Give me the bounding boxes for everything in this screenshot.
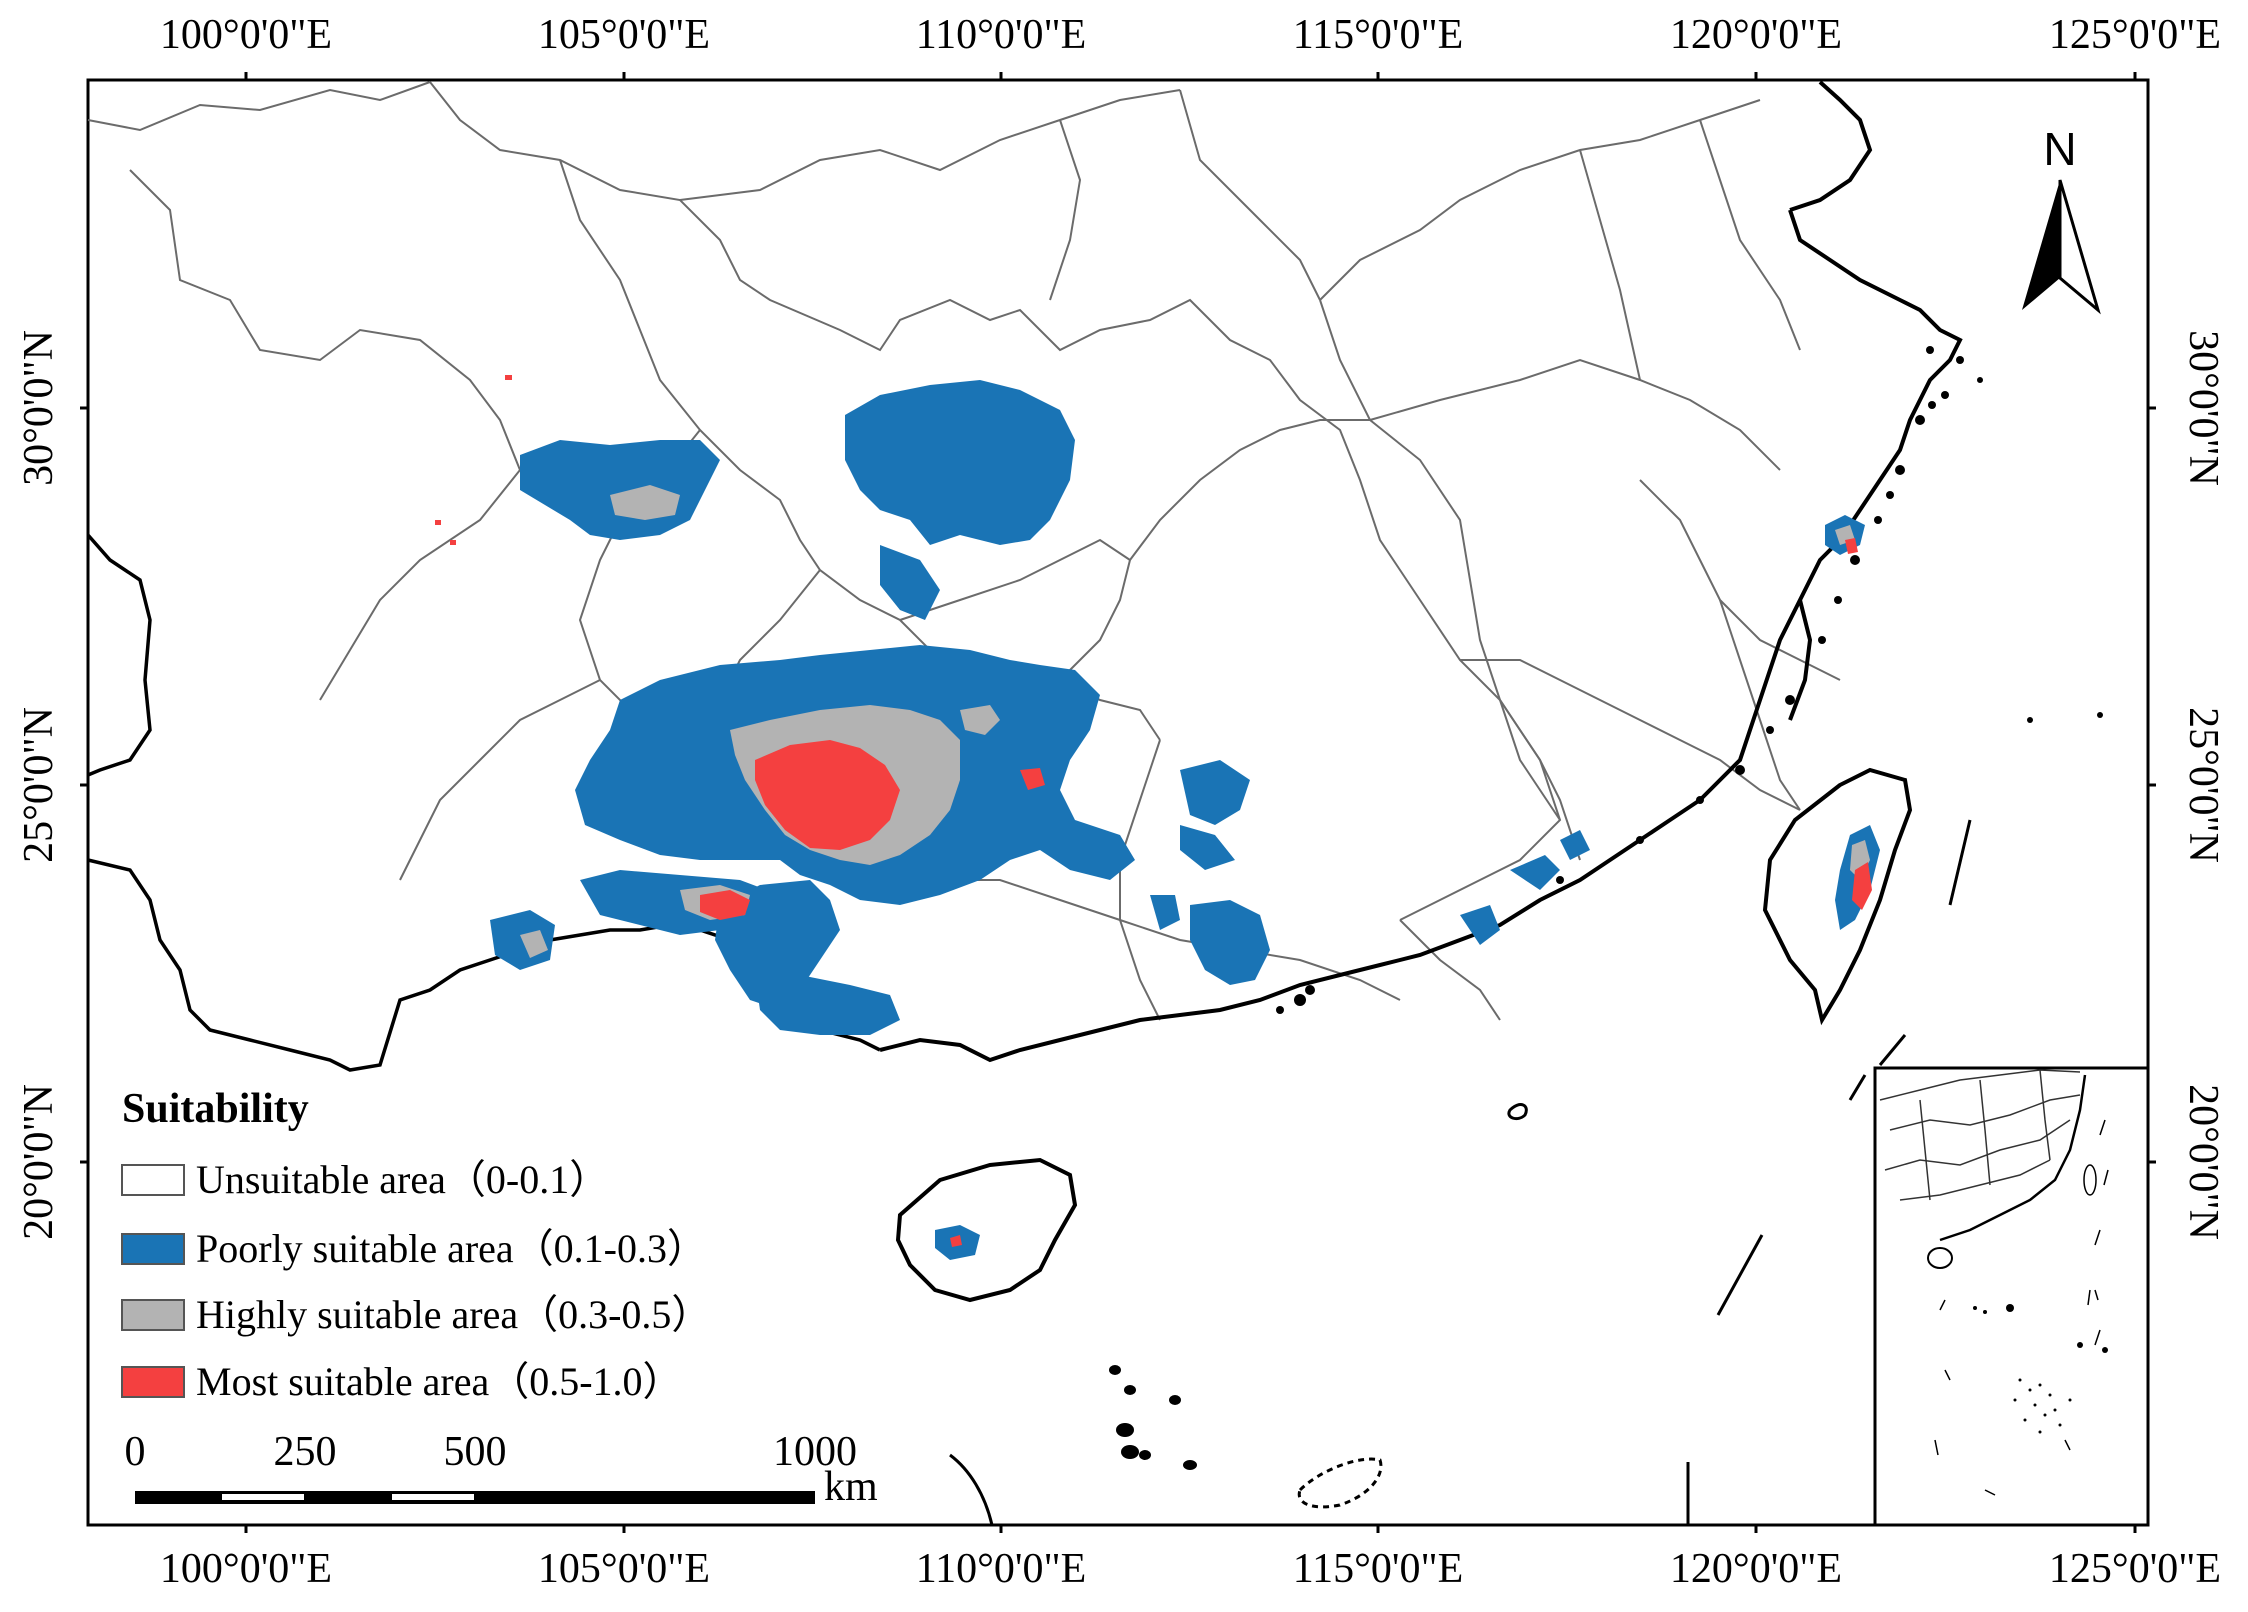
- top-tick-label: 125°0'0"E: [2049, 12, 2221, 58]
- right-axis-labels: 30°0'0"N 25°0'0"N 20°0'0"N: [2180, 330, 2226, 1240]
- scale-label-250: 250: [274, 1429, 337, 1475]
- north-arrow: N: [2022, 123, 2101, 315]
- south-sea-islands: [1109, 1365, 1197, 1470]
- top-tick-label: 100°0'0"E: [160, 12, 332, 58]
- map-frame: [86, 78, 2150, 1527]
- left-tick-label: 30°0'0"N: [16, 330, 62, 486]
- legend-label-unsuitable: Unsuitable area（0-0.1）: [196, 1157, 609, 1202]
- bottom-tick-label: 115°0'0"E: [1293, 1546, 1464, 1592]
- north-arrow-label: N: [2043, 123, 2076, 175]
- graticule-ticks: [80, 72, 2156, 1533]
- coastal-islands: [1276, 346, 2103, 1014]
- legend-swatch-highly: [121, 1299, 185, 1331]
- bottom-axis-labels: 100°0'0"E 105°0'0"E 110°0'0"E 115°0'0"E …: [160, 1546, 2221, 1592]
- top-axis-labels: 100°0'0"E 105°0'0"E 110°0'0"E 115°0'0"E …: [160, 12, 2221, 58]
- scale-label-0: 0: [125, 1429, 146, 1475]
- top-tick-label: 120°0'0"E: [1670, 12, 1842, 58]
- left-axis-labels: 30°0'0"N 25°0'0"N 20°0'0"N: [16, 330, 62, 1240]
- legend-title: Suitability: [122, 1086, 309, 1132]
- legend: Suitability Unsuitable area（0-0.1） Poorl…: [121, 1086, 711, 1404]
- scale-label-1000: 1000: [773, 1429, 857, 1475]
- dash-lines: [949, 819, 1972, 1526]
- legend-swatch-unsuitable: [121, 1164, 185, 1196]
- legend-swatch-most: [121, 1366, 185, 1398]
- dongsha-island: [1507, 1103, 1528, 1121]
- bottom-tick-label: 105°0'0"E: [538, 1546, 710, 1592]
- scale-label-500: 500: [444, 1429, 507, 1475]
- top-tick-label: 105°0'0"E: [538, 12, 710, 58]
- bottom-tick-label: 100°0'0"E: [160, 1546, 332, 1592]
- right-tick-label: 20°0'0"N: [2180, 1084, 2226, 1240]
- right-tick-label: 25°0'0"N: [2180, 707, 2226, 863]
- left-tick-label: 20°0'0"N: [16, 1084, 62, 1240]
- legend-label-most: Most suitable area（0.5-1.0）: [196, 1359, 683, 1404]
- scale-unit: km: [824, 1464, 878, 1510]
- most-suitable-areas: [435, 375, 1872, 1247]
- right-tick-label: 30°0'0"N: [2180, 330, 2226, 486]
- legend-swatch-poorly: [121, 1233, 185, 1265]
- bottom-tick-label: 120°0'0"E: [1670, 1546, 1842, 1592]
- inset-map: [1873, 1066, 2150, 1527]
- scale-bar: 0 250 500 1000 km: [125, 1429, 879, 1510]
- coastline: [879, 80, 1963, 1063]
- top-tick-label: 110°0'0"E: [916, 12, 1087, 58]
- hainan-island: [895, 1157, 1078, 1303]
- legend-label-poorly: Poorly suitable area（0.1-0.3）: [196, 1226, 707, 1271]
- legend-label-highly: Highly suitable area（0.3-0.5）: [196, 1292, 711, 1337]
- bottom-tick-label: 110°0'0"E: [916, 1546, 1087, 1592]
- bottom-tick-label: 125°0'0"E: [2049, 1546, 2221, 1592]
- north-arrow-icon: [2022, 180, 2060, 310]
- left-tick-label: 25°0'0"N: [16, 707, 62, 863]
- top-tick-label: 115°0'0"E: [1293, 12, 1464, 58]
